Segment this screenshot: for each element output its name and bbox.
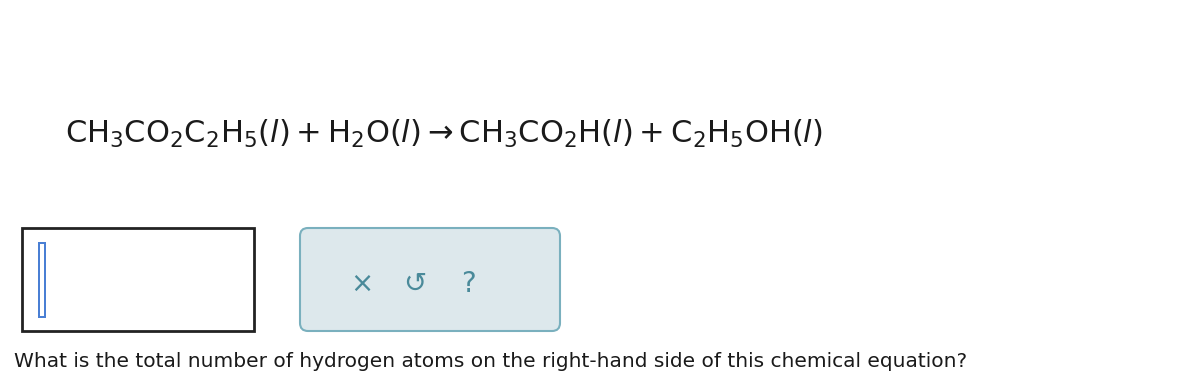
Text: $\mathregular{CH_3CO_2C_2H_5(}$$\mathit{l}$$\mathregular{)+H_2O(}$$\mathit{l}$$\: $\mathregular{CH_3CO_2C_2H_5(}$$\mathit{… [65,118,823,150]
Text: ?: ? [461,270,475,298]
Bar [22,228,254,331]
Bar [40,244,44,316]
Text: What is the total number of hydrogen atoms on the right-hand side of this chemic: What is the total number of hydrogen ato… [14,352,967,371]
FancyBboxPatch shape [300,228,560,331]
Text: ×: × [350,270,373,298]
Bar [38,242,46,318]
Text: ↺: ↺ [403,270,427,298]
